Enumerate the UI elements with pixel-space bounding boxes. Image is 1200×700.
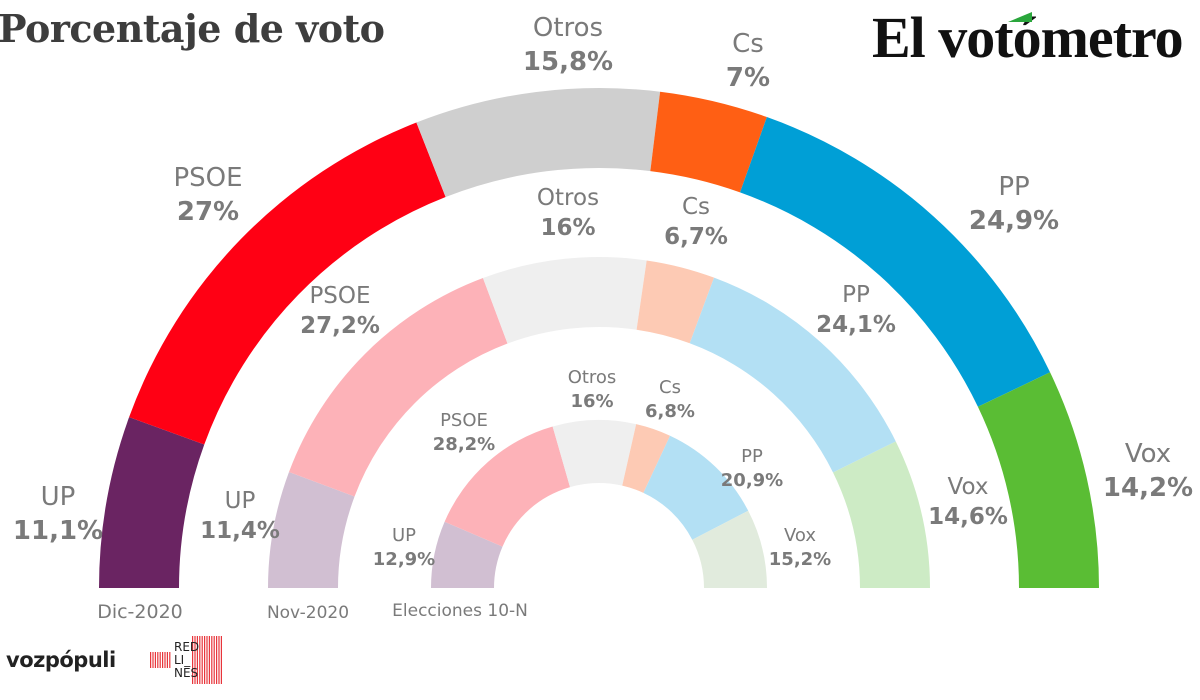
ring-label-inner: Elecciones 10-N bbox=[392, 601, 528, 621]
label-name-outer-vox: Vox bbox=[1125, 439, 1171, 469]
segment-middle-pp bbox=[689, 277, 896, 473]
label-value-middle-pp: 24,1% bbox=[816, 312, 896, 338]
segment-inner-up bbox=[431, 521, 503, 588]
redlines-stripe bbox=[196, 636, 198, 684]
redlines-stripe bbox=[199, 636, 201, 684]
redlines-stripe bbox=[159, 652, 161, 668]
redlines-stripe bbox=[152, 652, 154, 668]
label-name-inner-cs: Cs bbox=[659, 377, 681, 398]
redlines-stripe bbox=[213, 636, 215, 684]
redlines-stripe bbox=[157, 652, 159, 668]
label-value-middle-vox: 14,6% bbox=[928, 504, 1008, 530]
segment-outer-psoe bbox=[129, 122, 446, 445]
segment-middle-psoe bbox=[289, 278, 508, 497]
label-name-inner-otros: Otros bbox=[568, 367, 617, 388]
label-name-outer-pp: PP bbox=[998, 172, 1029, 202]
redlines-stripe bbox=[211, 636, 213, 684]
redlines-stripe bbox=[162, 652, 164, 668]
label-value-middle-cs: 6,7% bbox=[664, 224, 728, 250]
ring-inner bbox=[431, 420, 767, 588]
label-value-outer-pp: 24,9% bbox=[969, 206, 1059, 236]
segment-inner-psoe bbox=[444, 426, 571, 547]
segment-inner-vox bbox=[692, 510, 767, 588]
label-name-inner-up: UP bbox=[392, 525, 416, 546]
redlines-text: RED bbox=[174, 640, 199, 654]
redlines-text: NES bbox=[174, 666, 198, 680]
redlines-stripe bbox=[206, 636, 208, 684]
segment-middle-vox bbox=[833, 441, 930, 588]
redlines-stripe bbox=[154, 652, 156, 668]
ring-label-outer: Dic-2020 bbox=[97, 601, 183, 623]
ring-label-middle: Nov-2020 bbox=[267, 603, 349, 623]
label-name-middle-cs: Cs bbox=[682, 194, 710, 220]
label-name-middle-otros: Otros bbox=[537, 185, 599, 211]
segment-outer-cs bbox=[650, 91, 767, 193]
segment-outer-otros bbox=[416, 88, 661, 198]
label-value-outer-psoe: 27% bbox=[177, 197, 239, 227]
label-name-inner-vox: Vox bbox=[784, 525, 816, 546]
redlines-stripe bbox=[220, 636, 222, 684]
segment-outer-vox bbox=[977, 372, 1099, 588]
label-name-middle-pp: PP bbox=[842, 282, 870, 308]
redlines-stripe bbox=[208, 636, 210, 684]
segment-inner-otros bbox=[552, 420, 637, 488]
redlines-stripe bbox=[216, 636, 218, 684]
brand-accent-mark bbox=[1008, 12, 1032, 22]
label-name-middle-psoe: PSOE bbox=[309, 283, 370, 309]
label-value-inner-otros: 16% bbox=[570, 391, 613, 412]
label-name-middle-up: UP bbox=[225, 488, 256, 514]
redlines-stripe bbox=[192, 636, 194, 684]
label-name-outer-otros: Otros bbox=[533, 13, 603, 43]
label-value-inner-cs: 6,8% bbox=[645, 401, 695, 422]
label-name-inner-pp: PP bbox=[741, 446, 763, 467]
label-value-outer-cs: 7% bbox=[726, 63, 770, 93]
label-name-outer-cs: Cs bbox=[732, 29, 764, 59]
redlines-stripe bbox=[201, 636, 203, 684]
label-value-inner-up: 12,9% bbox=[373, 549, 435, 570]
redlines-stripe bbox=[218, 636, 220, 684]
label-value-outer-otros: 15,8% bbox=[523, 47, 613, 77]
redlines-stripe bbox=[164, 652, 166, 668]
segment-inner-pp bbox=[643, 435, 749, 540]
ring-outer bbox=[99, 88, 1099, 588]
segment-middle-cs bbox=[636, 260, 715, 344]
label-value-inner-psoe: 28,2% bbox=[433, 434, 495, 455]
label-value-middle-up: 11,4% bbox=[200, 518, 280, 544]
redlines-stripe bbox=[150, 652, 152, 668]
label-name-outer-up: UP bbox=[41, 482, 76, 512]
logo-vozpopuli: vozpópuli bbox=[6, 648, 116, 672]
redlines-stripe bbox=[169, 652, 171, 668]
chart-title: Porcentaje de voto bbox=[0, 6, 385, 51]
label-value-middle-otros: 16% bbox=[540, 215, 595, 241]
segment-outer-up bbox=[99, 417, 205, 588]
redlines-stripe bbox=[204, 636, 206, 684]
label-value-outer-up: 11,1% bbox=[13, 516, 103, 546]
label-value-inner-pp: 20,9% bbox=[721, 470, 783, 491]
ring-middle bbox=[268, 257, 930, 588]
segment-inner-cs bbox=[622, 424, 671, 493]
label-name-outer-psoe: PSOE bbox=[173, 163, 242, 193]
label-value-outer-vox: 14,2% bbox=[1103, 473, 1193, 503]
label-value-middle-psoe: 27,2% bbox=[300, 313, 380, 339]
label-value-inner-vox: 15,2% bbox=[769, 549, 831, 570]
segment-outer-pp bbox=[740, 117, 1051, 407]
redlines-stripe bbox=[194, 636, 196, 684]
label-name-middle-vox: Vox bbox=[948, 474, 989, 500]
segment-middle-up bbox=[268, 471, 355, 588]
label-name-inner-psoe: PSOE bbox=[440, 410, 488, 431]
redlines-text: LI_ bbox=[174, 653, 191, 667]
segment-middle-otros bbox=[482, 257, 647, 344]
redlines-stripe bbox=[166, 652, 168, 668]
